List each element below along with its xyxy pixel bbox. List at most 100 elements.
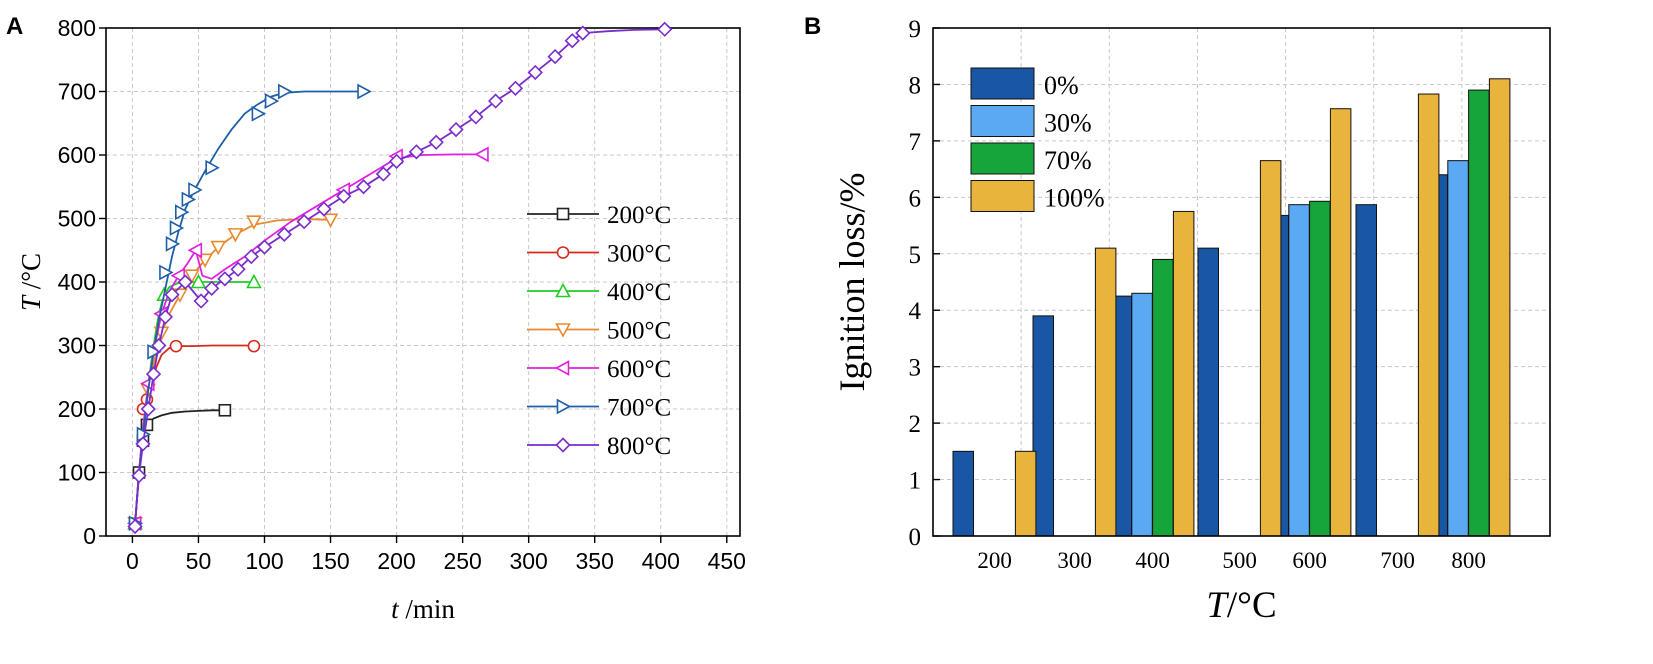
- x-tick-label: 500: [1222, 548, 1257, 573]
- y-tick-label: 6: [909, 185, 922, 212]
- bar-70pct-400: [1152, 258, 1174, 537]
- legend-marker: [554, 360, 570, 376]
- x-tick-label: 0: [126, 548, 139, 574]
- data-point: [448, 121, 464, 138]
- series-3: [127, 213, 339, 532]
- x-tick-label: 200: [377, 548, 415, 574]
- x-tick-label: 200: [977, 548, 1012, 573]
- legend-marker: [555, 282, 571, 298]
- bar-70pct-600: [1309, 200, 1331, 537]
- y-axis-label: Ignition loss/%: [832, 172, 872, 391]
- data-point: [276, 226, 292, 243]
- legend-marker: [556, 398, 572, 415]
- y-tick-label: 8: [909, 72, 922, 99]
- data-point: [256, 239, 273, 255]
- data-point: [428, 134, 444, 150]
- series-6: [127, 21, 673, 535]
- data-point: [278, 83, 293, 100]
- data-point: [169, 339, 183, 353]
- data-point: [147, 344, 162, 360]
- bar-0pct-200: [952, 450, 974, 537]
- legend-label: 300°C: [607, 241, 671, 268]
- data-point: [127, 518, 143, 535]
- data-point: [140, 401, 156, 417]
- panel-label: A: [6, 13, 23, 40]
- data-point: [165, 236, 181, 252]
- legend-marker: [555, 437, 571, 453]
- legend-entry: 100%: [970, 180, 1105, 213]
- plot-frame: [932, 27, 1551, 537]
- data-point: [159, 264, 174, 281]
- y-tick-label: 0: [909, 524, 922, 551]
- data-point: [145, 366, 162, 382]
- bar-100pct-200: [1014, 450, 1037, 537]
- data-point: [468, 109, 484, 125]
- y-tick-label: 4: [909, 298, 922, 325]
- y-tick-label: 5: [909, 242, 922, 269]
- x-tick-label: 400: [1135, 548, 1170, 573]
- legend-swatch: [970, 142, 1035, 175]
- data-point: [246, 215, 262, 230]
- legend-entry: 30%: [970, 105, 1092, 138]
- data-point: [193, 293, 209, 309]
- data-point: [575, 25, 591, 41]
- legend-label: 700°C: [607, 395, 671, 422]
- legend-entry: 800°C: [527, 433, 671, 460]
- data-point: [243, 248, 259, 265]
- data-point: [246, 273, 262, 289]
- series-line: [134, 153, 483, 524]
- data-point: [204, 280, 220, 296]
- legend-swatch: [970, 105, 1035, 137]
- data-point: [527, 64, 543, 81]
- y-tick-label: 200: [58, 396, 96, 422]
- y-tick-label: 7: [909, 129, 922, 156]
- x-tick-label: 450: [708, 548, 746, 574]
- bar-100pct-500: [1259, 160, 1282, 537]
- y-tick-label: 800: [58, 15, 96, 41]
- x-tick-label: 50: [186, 548, 212, 574]
- x-tick-label: 250: [443, 548, 481, 574]
- data-point: [169, 220, 185, 236]
- data-point: [564, 33, 580, 49]
- bar-70pct-800: [1468, 89, 1490, 537]
- x-tick-label: 300: [509, 548, 547, 574]
- y-tick-label: 500: [58, 206, 96, 232]
- data-point: [151, 337, 167, 354]
- legend-label: 30%: [1044, 109, 1092, 138]
- bar-100pct-700: [1417, 93, 1440, 537]
- data-point: [375, 166, 392, 182]
- y-tick-label: 300: [58, 333, 96, 359]
- data-point: [177, 274, 193, 290]
- legend-entry: 400°C: [527, 279, 671, 306]
- x-tick-label: 400: [642, 548, 680, 574]
- legend-entry: 500°C: [527, 318, 671, 345]
- bar-100pct-400: [1172, 210, 1195, 537]
- y-tick-label: 600: [58, 142, 96, 168]
- y-tick-label: 3: [909, 355, 922, 382]
- legend-label: 100%: [1044, 184, 1105, 213]
- y-axis-label: T /°C: [16, 253, 46, 311]
- y-axis-var: T: [16, 294, 46, 311]
- data-point: [131, 468, 147, 484]
- x-axis-label: t /min: [391, 594, 455, 624]
- legend-entry: 600°C: [527, 356, 671, 383]
- y-tick-label: 700: [58, 79, 96, 105]
- data-point: [322, 213, 339, 228]
- x-tick-label: 800: [1451, 548, 1486, 573]
- data-point: [388, 153, 405, 169]
- bar-100pct-800: [1488, 78, 1511, 537]
- x-axis-var: t: [391, 594, 400, 624]
- legend-label: 500°C: [607, 318, 671, 345]
- series-line: [134, 281, 254, 524]
- data-point: [355, 179, 372, 195]
- data-point: [210, 240, 227, 256]
- x-tick-label: 150: [311, 548, 349, 574]
- legend-entry: 70%: [970, 142, 1092, 175]
- bar-0pct-500: [1197, 247, 1219, 537]
- x-tick-label: 350: [576, 548, 614, 574]
- legend-swatch: [970, 180, 1035, 212]
- x-tick-label: 300: [1057, 548, 1092, 573]
- data-point: [316, 201, 332, 217]
- data-point: [164, 287, 180, 303]
- chart-b: 0 1 2 3 4 5 6 7 8 9 200 300 400 500 600 700 800 B T/°C Igni…: [804, 13, 1551, 626]
